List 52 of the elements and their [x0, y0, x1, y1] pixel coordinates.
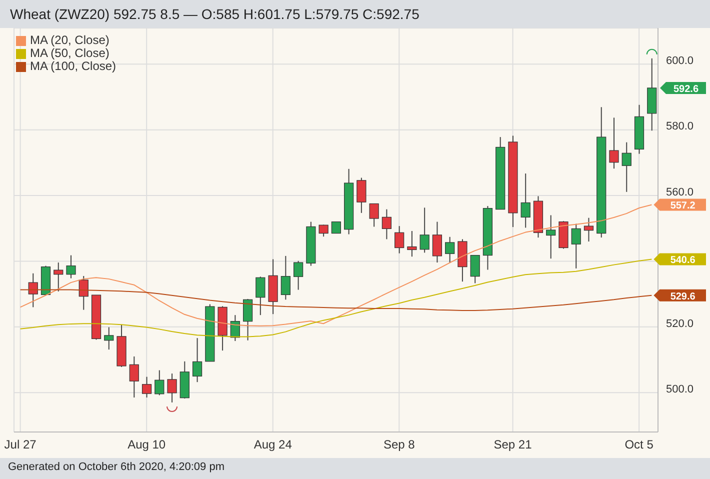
- x-tick-label: Aug 10: [128, 438, 166, 452]
- candlestick: [432, 221, 442, 264]
- candlestick: [369, 203, 379, 228]
- x-tick-label: Sep 21: [494, 438, 532, 452]
- candlestick: [167, 373, 177, 403]
- legend-label: MA (100, Close): [30, 59, 116, 73]
- chart-title: Wheat (ZWZ20) 592.75 8.5 — O:585 H:601.75 L:579.75 C:592.75: [9, 5, 420, 24]
- candlestick: [66, 254, 76, 279]
- data-label: 540.6: [670, 255, 696, 266]
- candlestick: [129, 356, 139, 398]
- candlestick: [546, 214, 556, 260]
- y-tick-label: 500.0: [666, 383, 694, 396]
- candlestick: [142, 376, 152, 398]
- candlestick: [54, 262, 64, 292]
- candlestick: [394, 226, 404, 254]
- candlestick: [28, 272, 38, 308]
- x-tick-label: Sep 8: [383, 438, 416, 452]
- legend-label: MA (20, Close): [30, 33, 110, 47]
- candlestick: [571, 223, 581, 269]
- candlestick: [420, 207, 430, 254]
- legend-label: MA (50, Close): [30, 46, 110, 60]
- y-tick-label: 580.0: [666, 120, 694, 133]
- y-tick-label: 600.0: [666, 55, 694, 68]
- data-label: 529.6: [670, 291, 696, 302]
- candlestick: [382, 208, 392, 240]
- x-tick-label: Jul 27: [4, 438, 37, 452]
- x-tick-label: Oct 5: [624, 438, 654, 452]
- candlestick: [520, 173, 530, 228]
- text: 592.6: [673, 84, 699, 95]
- line-series: [20, 258, 652, 338]
- y-tick-label: 560.0: [666, 186, 694, 198]
- candlestick: [622, 142, 632, 192]
- data-label: 557.2: [670, 200, 696, 212]
- candlestick: [192, 338, 202, 383]
- candlestick: [609, 117, 619, 170]
- candlestick: [294, 260, 304, 290]
- candlestick: [470, 254, 480, 284]
- y-tick-label: 520.0: [666, 318, 694, 330]
- candlestick: [242, 298, 253, 341]
- text: Generated on October 6th 2020, 4:20:09 pm: [8, 461, 224, 473]
- x-tick-label: Aug 24: [254, 438, 292, 452]
- candlestick: [356, 177, 366, 214]
- candlestick: [584, 217, 594, 242]
- candlestick: [318, 224, 328, 238]
- candlestick: [154, 370, 164, 396]
- candlestick: [104, 326, 114, 350]
- candlestick: [78, 275, 88, 310]
- candlestick: [280, 255, 290, 300]
- candlestick: [256, 276, 266, 316]
- candlestick: [331, 221, 341, 234]
- candlestick: [445, 236, 455, 264]
- candlestick: [407, 230, 417, 258]
